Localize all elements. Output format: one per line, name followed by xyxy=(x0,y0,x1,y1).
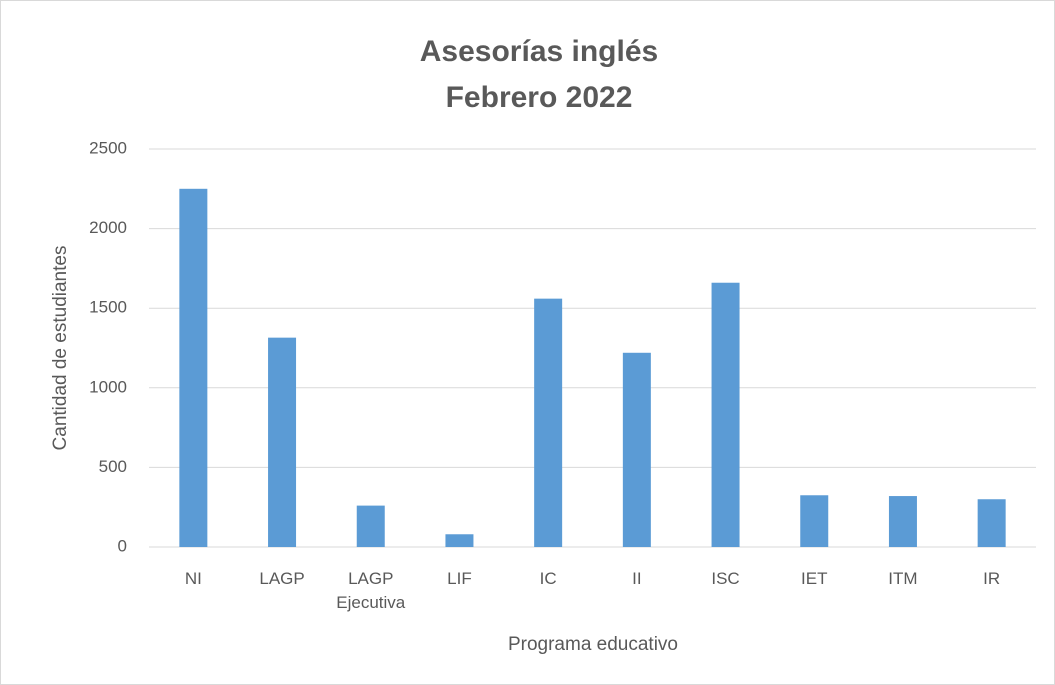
chart-title: Asesorías inglés xyxy=(420,35,658,68)
y-tick-label: 2000 xyxy=(89,218,127,237)
y-tick-label: 500 xyxy=(99,457,127,476)
y-tick-label: 1000 xyxy=(89,377,127,396)
bar xyxy=(800,495,829,547)
bar xyxy=(622,352,651,547)
y-tick-label: 1500 xyxy=(89,298,127,317)
chart-subtitle: Febrero 2022 xyxy=(446,81,633,114)
bar xyxy=(977,499,1006,547)
y-tick-label: 0 xyxy=(118,536,127,555)
bar xyxy=(179,188,208,548)
x-tick-label: NI xyxy=(184,569,202,588)
bar xyxy=(445,534,474,547)
x-tick-label: LIF xyxy=(447,569,472,588)
bar xyxy=(711,282,740,547)
y-axis-title: Cantidad de estudiantes xyxy=(50,246,71,451)
x-tick-label: IC xyxy=(539,569,557,588)
x-tick-label: ITM xyxy=(888,569,918,588)
y-tick-label: 2500 xyxy=(89,138,127,157)
bar xyxy=(356,505,385,547)
x-tick-label: LAGP Ejecutiva xyxy=(336,569,406,612)
bar xyxy=(534,298,563,547)
x-tick-label: LAGP xyxy=(259,569,305,588)
x-tick-label: IR xyxy=(983,569,1001,588)
x-axis-title: Programa educativo xyxy=(508,634,678,655)
x-tick-label: IET xyxy=(801,569,828,588)
bar xyxy=(268,337,297,547)
bar xyxy=(888,496,917,547)
x-tick-label: II xyxy=(632,569,642,588)
x-tick-label: ISC xyxy=(711,569,740,588)
